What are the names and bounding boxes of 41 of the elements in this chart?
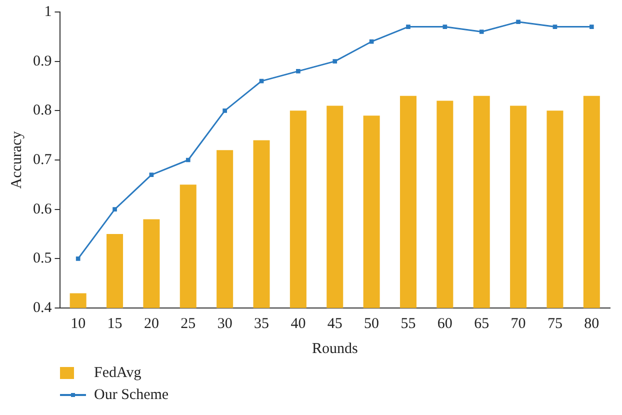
point <box>76 256 80 261</box>
x-tick-label: 15 <box>107 316 122 332</box>
x-tick-label: 60 <box>437 316 452 332</box>
x-axis-title: Rounds <box>312 340 358 357</box>
x-tick-label: 30 <box>217 316 232 332</box>
legend-label: FedAvg <box>94 364 142 382</box>
x-tick-label: 40 <box>290 316 306 332</box>
point <box>516 20 520 24</box>
y-tick-label: 0.9 <box>33 53 52 70</box>
point <box>259 78 264 84</box>
y-tick-label: 0.4 <box>33 300 52 316</box>
x-tick-label: 65 <box>474 316 490 332</box>
x-tick-label: 35 <box>254 316 270 332</box>
point <box>479 30 484 34</box>
x-tick-label: 70 <box>510 316 526 332</box>
x-tick-label: 55 <box>400 316 416 332</box>
y-tick-label: 1 <box>44 4 52 20</box>
x-tick-label: 10 <box>70 316 86 332</box>
point <box>552 24 558 29</box>
point <box>149 172 154 177</box>
x-tick-label: 50 <box>364 316 380 332</box>
y-tick-label: 0.7 <box>33 152 52 168</box>
point <box>186 158 190 162</box>
legend-label: Our Scheme <box>94 386 169 404</box>
x-tick-label: 75 <box>547 316 562 332</box>
x-tick-label: 25 <box>180 316 196 332</box>
point <box>332 59 338 64</box>
y-tick-label: 0.8 <box>33 102 52 119</box>
y-tick-label: 0.6 <box>33 201 52 218</box>
y-tick-label: 0.5 <box>33 250 52 267</box>
point <box>442 24 448 29</box>
point <box>112 207 117 212</box>
x-tick-label: 45 <box>327 316 342 332</box>
point <box>369 39 374 44</box>
x-tick-label: 80 <box>584 316 600 332</box>
y-axis-title: Accuracy <box>8 130 25 189</box>
point <box>406 24 410 29</box>
x-tick-label: 20 <box>144 316 159 332</box>
point <box>296 69 300 74</box>
point <box>589 24 594 29</box>
point <box>222 108 227 113</box>
